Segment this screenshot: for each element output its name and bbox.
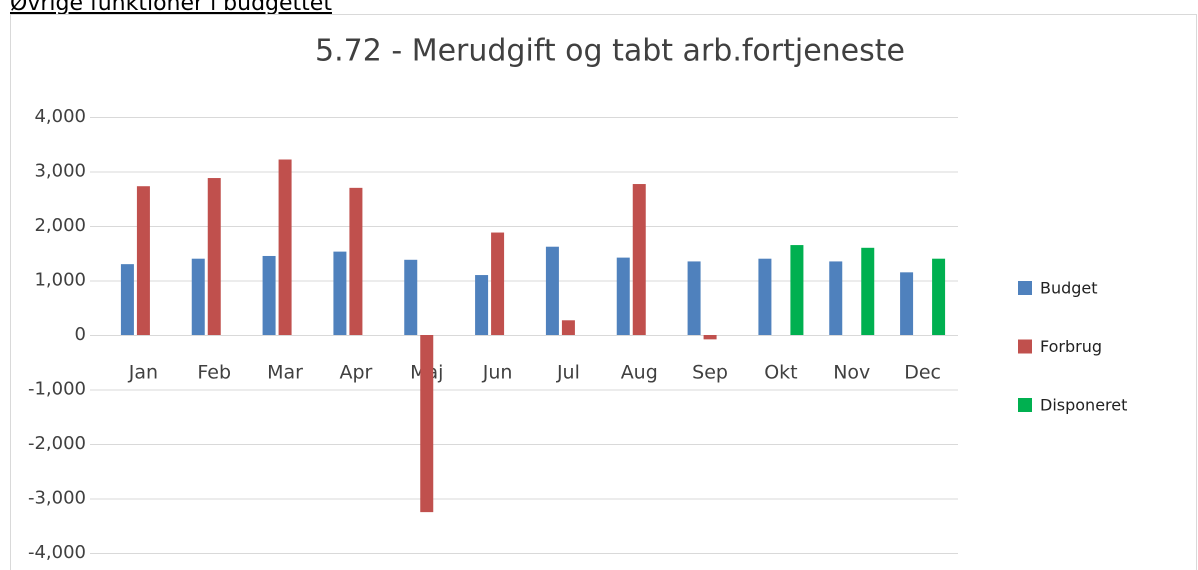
bar (932, 258, 946, 335)
bar (829, 261, 843, 335)
bar (561, 320, 575, 335)
x-tick-label: Dec (904, 362, 941, 384)
bar (632, 184, 646, 335)
bar (262, 255, 276, 335)
bar (687, 261, 701, 335)
x-tick-label: Mar (267, 362, 303, 384)
y-tick-label: 3,000 (34, 161, 86, 182)
x-tick-label: Jul (556, 362, 580, 384)
bar (349, 187, 363, 335)
bar (420, 335, 434, 513)
bar (207, 178, 221, 335)
page-heading: Øvrige funktioner i budgettet (10, 0, 332, 16)
y-tick-label: -1,000 (28, 379, 86, 400)
y-tick-label: 1,000 (34, 270, 86, 291)
legend-label: Forbrug (1040, 337, 1102, 356)
x-tick-label: Apr (339, 362, 372, 384)
y-tick-label: 0 (75, 324, 86, 345)
legend-swatch (1018, 339, 1032, 354)
x-tick-label: Aug (621, 362, 658, 384)
bar (900, 272, 914, 335)
bar (616, 257, 630, 335)
bar (136, 186, 150, 335)
legend-swatch (1018, 398, 1032, 412)
y-tick-label: -2,000 (28, 433, 86, 454)
bar (475, 275, 489, 335)
y-tick-label: 2,000 (34, 215, 86, 236)
x-tick-label: Sep (692, 362, 728, 384)
x-tick-label: Feb (197, 362, 231, 384)
x-tick-label: Jan (128, 362, 158, 384)
bar (703, 335, 717, 340)
y-tick-label: -4,000 (28, 542, 86, 563)
legend-label: Budget (1040, 279, 1098, 298)
y-tick-label: -3,000 (28, 488, 86, 509)
x-tick-label: Okt (764, 362, 797, 384)
bar (491, 232, 505, 335)
chart-frame (10, 14, 1197, 570)
chart-title: 5.72 - Merudgift og tabt arb.fortjeneste (315, 34, 905, 69)
y-tick-label: 4,000 (34, 106, 86, 127)
legend-label: Disponeret (1040, 396, 1127, 415)
bar (790, 245, 804, 335)
x-tick-label: Nov (833, 362, 870, 384)
bar (333, 251, 347, 335)
x-tick-label: Jun (482, 362, 513, 384)
bar (404, 259, 418, 335)
bar (545, 246, 559, 335)
bar (191, 258, 205, 335)
bar (120, 264, 134, 335)
bar (278, 159, 292, 335)
bar (861, 247, 875, 335)
legend-swatch (1018, 281, 1032, 295)
bar (758, 258, 772, 335)
